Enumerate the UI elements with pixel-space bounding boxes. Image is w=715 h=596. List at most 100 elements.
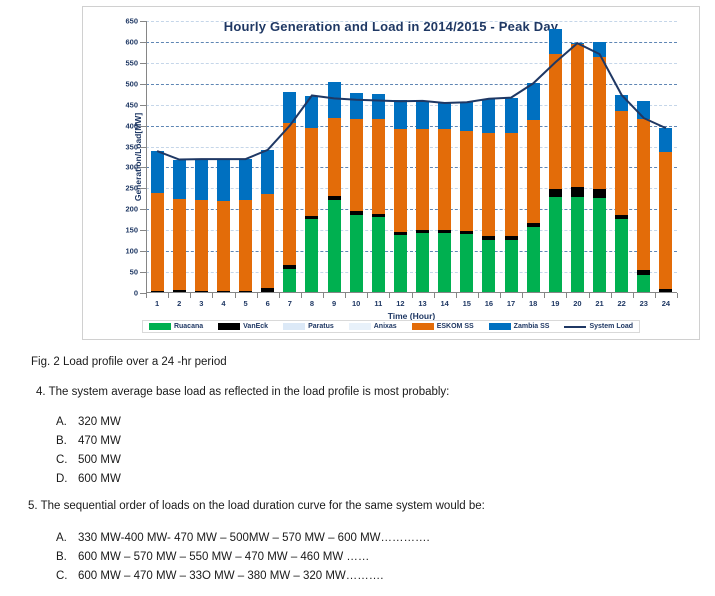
x-axis-tick [367,293,369,298]
y-axis-tick [140,209,146,211]
y-axis-label: 350 [125,142,138,152]
gridline [146,167,677,169]
bar-segment [637,270,651,275]
gridline [146,209,677,211]
gridline [146,146,677,148]
bar-segment [283,265,297,270]
bar-segment [659,289,673,293]
bar-segment [548,53,562,190]
option-letter: C. [56,454,68,466]
legend-swatch-icon [564,325,587,328]
x-axis-tick [212,293,214,298]
x-axis-label: 14 [440,299,449,308]
x-axis-line [146,292,677,293]
x-axis-label: 8 [309,299,315,308]
bar-segment [570,44,584,188]
legend-item: Anixas [348,323,397,330]
legend-label: VanEck [243,323,269,330]
system-load-line [146,21,677,293]
bar-segment [371,217,385,293]
legend-swatch-icon [488,323,511,330]
bar-segment [526,120,540,224]
option-letter: C. [56,570,68,582]
bar-segment [460,234,474,293]
option-text: 600 MW – 570 MW – 550 MW – 470 MW – 460 … [78,551,370,563]
bar-hour-12 [393,21,407,293]
bar-hour-9 [327,21,341,293]
y-axis-label: 500 [125,79,138,89]
bar-segment [150,151,164,193]
bar-segment [460,230,474,234]
x-axis-label: 12 [396,299,405,308]
bar-segment [194,199,208,291]
legend-label: Paratus [308,323,334,330]
question-5-option: A. 330 MW-400 MW- 470 MW – 500MW – 570 MW… [56,529,430,548]
bar-segment [570,187,584,197]
x-axis-label: 4 [221,299,226,308]
bar-hour-13 [416,21,430,293]
y-axis-label: 0 [133,288,138,298]
question-5-option: C. 600 MW – 470 MW – 33O MW – 380 MW – 32… [56,567,430,586]
gridline [146,21,677,22]
bar-hour-16 [482,21,496,293]
y-axis-tick [140,125,146,127]
legend-item: Ruacana [148,323,203,330]
option-letter: B. [56,435,67,447]
option-text: 600 MW [78,473,121,485]
gridline [146,188,677,190]
bar-hour-7 [283,21,297,293]
x-axis-tick [500,293,501,298]
option-letter: B. [56,551,67,563]
option-text: 330 MW-400 MW- 470 MW – 500MW – 570 MW –… [78,532,430,544]
bar-segment [261,193,275,289]
y-axis-tick [140,83,146,85]
x-axis-tick [190,293,192,298]
x-axis-tick [278,293,280,298]
bar-hour-23 [637,21,651,293]
gridline [146,230,677,232]
bar-segment [305,95,319,129]
bar-segment [327,81,341,119]
bar-segment [438,229,452,234]
x-axis-tick [323,293,324,298]
question-5-option: B. 600 MW – 570 MW – 550 MW – 470 MW – 46… [56,548,430,567]
y-axis-tick [140,21,146,22]
chart-container: Hourly Generation and Load in 2014/2015 … [82,6,700,340]
bar-segment [482,236,496,240]
bar-segment [194,159,208,200]
x-axis-tick [522,293,524,298]
bar-segment [659,151,673,290]
bar-segment [504,133,518,237]
bar-segment [172,159,186,199]
bar-segment [393,231,407,235]
bar-hour-18 [526,21,540,293]
bar-segment [416,229,430,234]
legend-item: VanEck [218,323,268,330]
plot-inner: 0 50 100 150 200 250 300 350 400 450 500 550 600 650 … [125,17,678,308]
chart-plot-area: Generation/Load[MW] 0 50 100 150 200 250 300 35… [125,17,678,321]
bar-segment [593,57,607,190]
option-text: 600 MW – 470 MW – 33O MW – 380 MW – 320 … [78,570,384,582]
x-axis-tick [146,293,147,298]
y-axis-label: 50 [129,267,138,277]
y-axis-label: 200 [125,204,138,214]
legend-item: Zambia SS [488,323,549,330]
y-axis-tick [140,251,146,253]
bar-segment [526,226,540,293]
bar-segment [416,233,430,293]
x-axis-tick [234,293,236,298]
legend-label: ESKOM SS [436,323,474,330]
legend-item: Paratus [283,323,334,330]
gridline [146,62,677,64]
bar-segment [637,274,651,293]
x-axis-label: 2 [177,299,182,308]
x-axis-tick [588,293,590,298]
option-text: 500 MW [78,454,121,466]
legend-label: Anixas [373,323,397,330]
bar-hour-8 [305,21,319,293]
y-axis-tick [140,188,146,190]
bar-segment [548,197,562,293]
bar-segment [239,159,253,200]
x-axis-tick [345,293,347,298]
question-4-option: A. 320 MW [56,413,121,432]
